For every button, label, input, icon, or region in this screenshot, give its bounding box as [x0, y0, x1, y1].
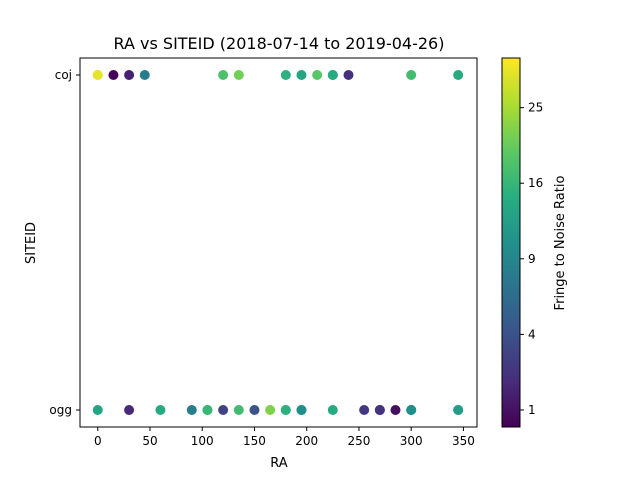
data-point: [312, 70, 323, 80]
x-tick-label: 300: [400, 434, 423, 448]
colorbar-tick-label: 9: [528, 252, 536, 266]
data-point: [218, 70, 229, 80]
x-tick-label: 100: [191, 434, 214, 448]
data-point: [124, 405, 135, 415]
colorbar-tick-label: 4: [528, 327, 536, 341]
x-tick-label: 0: [94, 434, 102, 448]
data-point: [249, 405, 260, 415]
data-point: [327, 405, 338, 415]
data-point: [390, 405, 401, 415]
data-point: [233, 405, 244, 415]
data-point: [124, 70, 135, 80]
data-point: [265, 405, 276, 415]
data-point: [280, 405, 291, 415]
colorbar: [501, 57, 521, 428]
data-point: [280, 70, 291, 80]
y-tick-label: coj: [55, 68, 72, 82]
colorbar-tick-label: 1: [528, 403, 536, 417]
data-point: [139, 70, 150, 80]
x-tick-label: 50: [142, 434, 157, 448]
x-tick-label: 200: [295, 434, 318, 448]
data-point: [296, 70, 307, 80]
data-point: [92, 70, 103, 80]
data-point: [233, 70, 244, 80]
data-point: [296, 405, 307, 415]
chart-title: RA vs SITEID (2018-07-14 to 2019-04-26): [114, 34, 445, 53]
data-point: [374, 405, 385, 415]
data-point: [453, 405, 464, 415]
y-tick-label: ogg: [49, 403, 72, 417]
colorbar-tick-label: 25: [528, 101, 543, 115]
data-point: [406, 405, 417, 415]
x-tick-label: 150: [243, 434, 266, 448]
plot-frame: [79, 57, 478, 428]
data-point: [406, 70, 417, 80]
data-point: [186, 405, 197, 415]
colorbar-tick-label: 16: [528, 176, 543, 190]
data-point: [108, 70, 119, 80]
points-layer: [92, 70, 464, 415]
data-point: [359, 405, 370, 415]
data-point: [453, 70, 464, 80]
y-axis: ogg coj: [49, 68, 80, 417]
data-point: [218, 405, 229, 415]
y-axis-label: SITEID: [24, 222, 39, 264]
colorbar-label: Fringe to Noise Ratio: [553, 176, 568, 311]
data-point: [202, 405, 213, 415]
x-axis-label: RA: [270, 456, 288, 471]
data-point: [327, 70, 338, 80]
data-point: [92, 405, 103, 415]
data-point: [155, 405, 166, 415]
x-axis: 0 50 100 150 200 250 300 350: [94, 427, 475, 448]
x-tick-label: 250: [347, 434, 370, 448]
x-tick-label: 350: [452, 434, 475, 448]
colorbar-ticks: 1 4 9 16 25: [520, 101, 543, 417]
data-point: [343, 70, 354, 80]
